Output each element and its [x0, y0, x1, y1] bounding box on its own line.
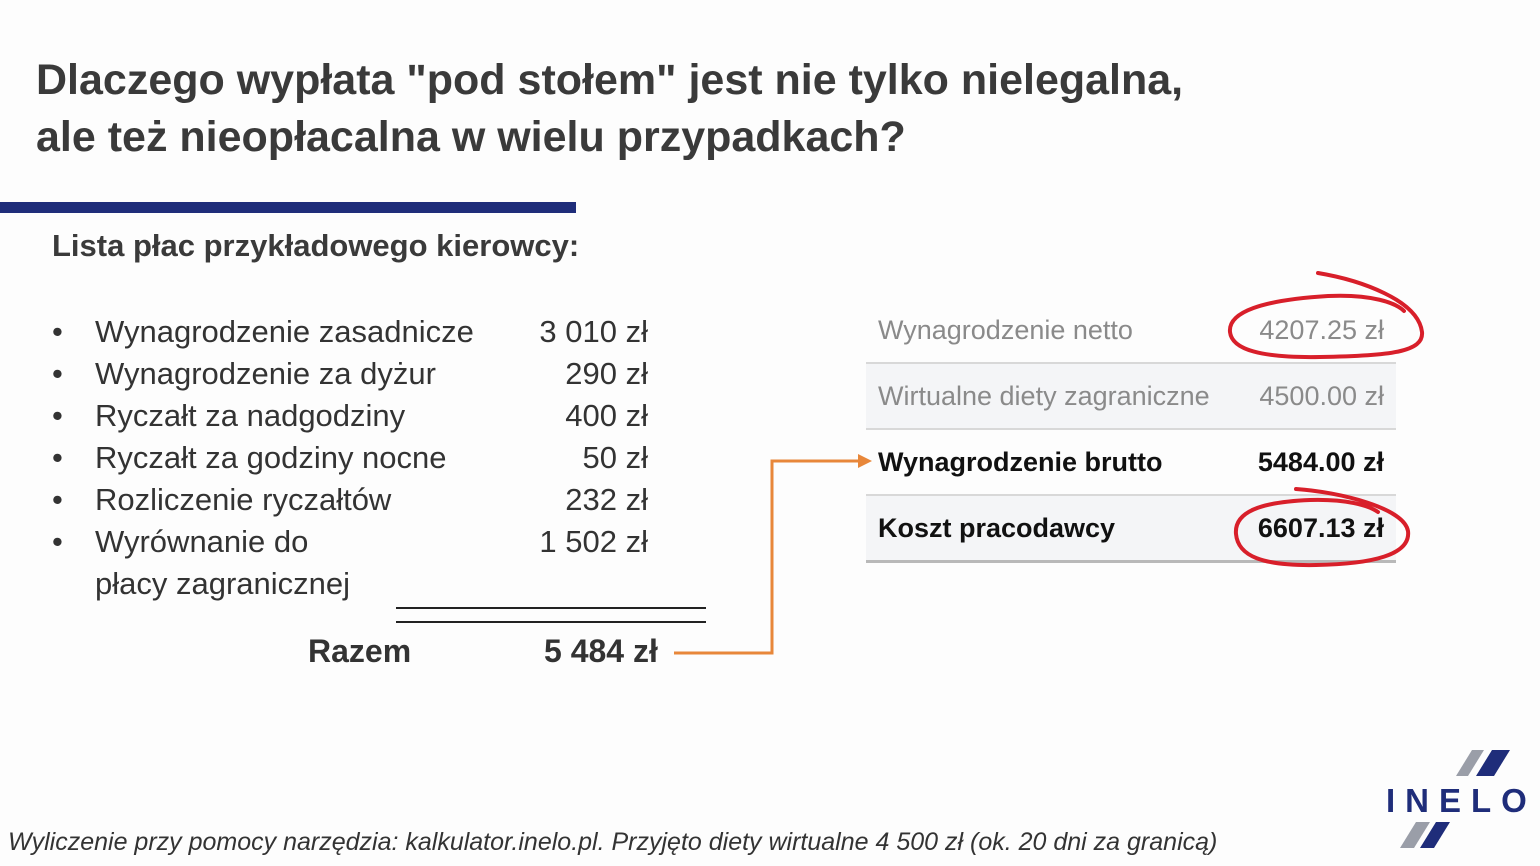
- payroll-item-label: Ryczałt za godziny nocne: [95, 440, 447, 475]
- slide-title-line2: ale też nieopłacalna w wielu przypadkach…: [36, 113, 906, 161]
- calculator-row-label: Wirtualne diety zagraniczne: [878, 381, 1210, 411]
- title-accent-bar: [0, 202, 576, 213]
- calculator-row-brutto: Wynagrodzenie brutto 5484.00 zł: [866, 430, 1396, 496]
- payroll-item-amount: 400 zł: [565, 398, 648, 433]
- payroll-item: • Ryczałt za nadgodziny 400 zł: [52, 395, 672, 437]
- bullet: •: [52, 314, 63, 349]
- payroll-item-amount: 290 zł: [565, 356, 648, 391]
- payroll-item: • Wynagrodzenie zasadnicze 3 010 zł: [52, 311, 672, 353]
- payroll-item-label: Wynagrodzenie zasadnicze: [95, 314, 474, 349]
- inelo-logo-icon: [1400, 750, 1510, 848]
- payroll-item: • Rozliczenie ryczałtów 232 zł: [52, 479, 672, 521]
- payroll-item: • Ryczałt za godziny nocne 50 zł: [52, 437, 672, 479]
- payroll-item: • Wynagrodzenie za dyżur 290 zł: [52, 353, 672, 395]
- slide-title: Dlaczego wypłata "pod stołem" jest nie t…: [36, 52, 1336, 166]
- calculator-row-value: 6607.13 zł: [1257, 513, 1384, 543]
- calculator-row-label: Wynagrodzenie netto: [878, 315, 1133, 345]
- calculator-row-diety: Wirtualne diety zagraniczne 4500.00 zł: [866, 364, 1396, 430]
- payroll-item-label: Wynagrodzenie za dyżur: [95, 356, 436, 391]
- payroll-item-label-line1: Wyrównanie do: [95, 524, 309, 559]
- bullet: •: [52, 398, 63, 433]
- payroll-item-label: Ryczałt za nadgodziny: [95, 398, 406, 433]
- payroll-subtitle: Lista płac przykładowego kierowcy:: [52, 228, 580, 263]
- payroll-item: • Wyrównanie do płacy zagranicznej 1 502…: [52, 521, 672, 605]
- calculator-row-value: 5484.00 zł: [1257, 447, 1384, 477]
- calculator-row-label: Koszt pracodawcy: [878, 513, 1116, 543]
- payroll-list: • Wynagrodzenie zasadnicze 3 010 zł • Wy…: [52, 311, 672, 605]
- payroll-item-amount: 1 502 zł: [539, 524, 648, 559]
- payroll-item-amount: 50 zł: [582, 440, 648, 475]
- calculator-table: Wynagrodzenie netto 4207.25 zł Wirtualne…: [866, 298, 1396, 563]
- calculator-row-netto: Wynagrodzenie netto 4207.25 zł: [866, 298, 1396, 364]
- bullet: •: [52, 524, 63, 559]
- bullet: •: [52, 440, 63, 475]
- payroll-item-amount: 232 zł: [565, 482, 648, 517]
- inelo-logo-text: INELO: [1386, 782, 1537, 819]
- payroll-item-label-line2: płacy zagranicznej: [95, 566, 351, 601]
- total-label: Razem: [308, 633, 412, 669]
- calculator-row-koszt: Koszt pracodawcy 6607.13 zł: [866, 496, 1396, 563]
- sum-divider-top: [396, 607, 706, 609]
- payroll-item-label: Rozliczenie ryczałtów: [95, 482, 392, 517]
- total-value: 5 484 zł: [544, 633, 658, 669]
- payroll-item-label: Wyrównanie do płacy zagranicznej: [95, 521, 350, 605]
- payroll-item-amount: 3 010 zł: [539, 314, 648, 349]
- bullet: •: [52, 482, 63, 517]
- footer-note: Wyliczenie przy pomocy narzędzia: kalkul…: [8, 828, 1218, 856]
- calculator-row-label: Wynagrodzenie brutto: [878, 447, 1163, 477]
- slide-title-line1: Dlaczego wypłata "pod stołem" jest nie t…: [36, 56, 1184, 104]
- bullet: •: [52, 356, 63, 391]
- sum-divider-bottom: [396, 621, 706, 623]
- connector-arrow-line: [674, 459, 860, 655]
- calculator-row-value: 4500.00 zł: [1259, 381, 1384, 411]
- calculator-row-value: 4207.25 zł: [1259, 315, 1384, 345]
